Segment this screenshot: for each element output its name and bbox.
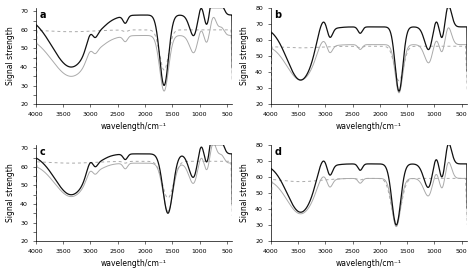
Text: a: a <box>39 10 46 21</box>
Text: c: c <box>39 147 46 158</box>
X-axis label: wavelength/cm⁻¹: wavelength/cm⁻¹ <box>336 259 402 269</box>
Y-axis label: Signal strength: Signal strength <box>6 164 15 222</box>
Y-axis label: Signal strength: Signal strength <box>240 27 249 85</box>
X-axis label: wavelength/cm⁻¹: wavelength/cm⁻¹ <box>336 122 402 132</box>
X-axis label: wavelength/cm⁻¹: wavelength/cm⁻¹ <box>101 122 167 132</box>
Text: b: b <box>274 10 282 21</box>
X-axis label: wavelength/cm⁻¹: wavelength/cm⁻¹ <box>101 259 167 269</box>
Text: d: d <box>274 147 282 158</box>
Y-axis label: Signal strength: Signal strength <box>6 27 15 85</box>
Y-axis label: Signal strength: Signal strength <box>240 164 249 222</box>
